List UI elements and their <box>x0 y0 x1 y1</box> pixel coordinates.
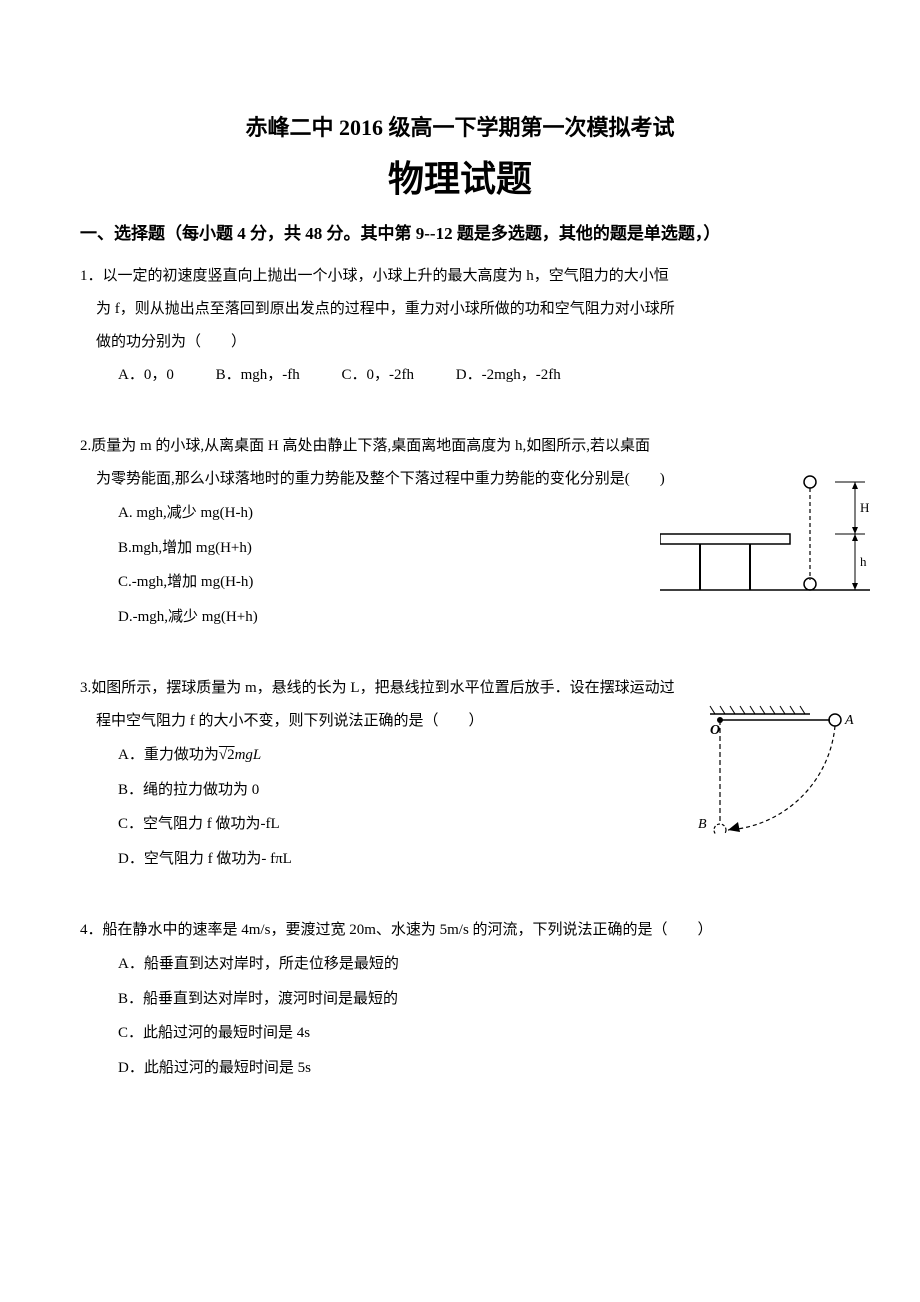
q2-number: 2. <box>80 438 91 454</box>
q4-text: 4．船在静水中的速率是 4m/s，要渡过宽 20m、水速为 5m/s 的河流，下… <box>80 914 840 947</box>
q1-option-c: C．0，-2fh <box>342 359 415 392</box>
q3-fig-label-O: O <box>710 723 720 738</box>
q1-line2: 为 f，则从抛出点至落回到原出发点的过程中，重力对小球所做的功和空气阻力对小球所 <box>80 293 840 326</box>
q3-number: 3. <box>80 680 91 696</box>
exam-subject: 物理试题 <box>80 150 840 202</box>
q1-options: A．0，0 B．mgh，-fh C．0，-2fh D．-2mgh，-2fh <box>80 359 840 392</box>
q3-option-d: D．空气阻力 f 做功为- fπL <box>118 842 840 877</box>
question-1: 1．以一定的初速度竖直向上抛出一个小球，小球上升的最大高度为 h，空气阻力的大小… <box>80 260 840 392</box>
q3-line1: 如图所示，摆球质量为 m，悬线的长为 L，把悬线拉到水平位置后放手．设在摆球运动… <box>91 680 674 696</box>
q2-option-d: D.-mgh,减少 mg(H+h) <box>118 600 840 635</box>
section-1-heading: 一、选择题（每小题 4 分，共 48 分。其中第 9--12 题是多选题，其他的… <box>132 218 840 250</box>
q1-option-b: B．mgh，-fh <box>216 359 300 392</box>
question-4: 4．船在静水中的速率是 4m/s，要渡过宽 20m、水速为 5m/s 的河流，下… <box>80 914 840 1085</box>
q1-text: 1．以一定的初速度竖直向上抛出一个小球，小球上升的最大高度为 h，空气阻力的大小… <box>80 260 840 293</box>
q1-number: 1． <box>80 268 103 284</box>
q1-option-d: D．-2mgh，-2fh <box>456 359 561 392</box>
q2-fig-label-h: h <box>860 554 867 569</box>
q2-text: 2.质量为 m 的小球,从离桌面 H 高处由静止下落,桌面离地面高度为 h,如图… <box>80 430 840 463</box>
q4-options: A．船垂直到达对岸时，所走位移是最短的 B．船垂直到达对岸时，渡河时间是最短的 … <box>80 947 840 1085</box>
q4-line1: 船在静水中的速率是 4m/s，要渡过宽 20m、水速为 5m/s 的河流，下列说… <box>103 922 713 938</box>
question-3: 3.如图所示，摆球质量为 m，悬线的长为 L，把悬线拉到水平位置后放手．设在摆球… <box>80 672 840 876</box>
q3-figure: O A B <box>690 704 860 834</box>
q3-fig-label-A: A <box>844 713 854 728</box>
q4-option-d: D．此船过河的最短时间是 5s <box>118 1051 840 1086</box>
q3-option-a-pre: A．重力做功为 <box>118 747 219 763</box>
q2-figure: H h <box>660 472 870 592</box>
q4-option-c: C．此船过河的最短时间是 4s <box>118 1016 840 1051</box>
q4-number: 4． <box>80 922 103 938</box>
q4-option-a: A．船垂直到达对岸时，所走位移是最短的 <box>118 947 840 982</box>
q1-line3: 做的功分别为（ ） <box>80 326 840 359</box>
question-2: 2.质量为 m 的小球,从离桌面 H 高处由静止下落,桌面离地面高度为 h,如图… <box>80 430 840 634</box>
q1-line1: 以一定的初速度竖直向上抛出一个小球，小球上升的最大高度为 h，空气阻力的大小恒 <box>103 268 669 284</box>
q2-line1: 质量为 m 的小球,从离桌面 H 高处由静止下落,桌面离地面高度为 h,如图所示… <box>91 438 650 454</box>
q3-fig-label-B: B <box>698 817 707 832</box>
exam-header: 赤峰二中 2016 级高一下学期第一次模拟考试 <box>80 110 840 142</box>
q2-fig-label-H: H <box>860 500 869 515</box>
q4-option-b: B．船垂直到达对岸时，渡河时间是最短的 <box>118 982 840 1017</box>
q3-text: 3.如图所示，摆球质量为 m，悬线的长为 L，把悬线拉到水平位置后放手．设在摆球… <box>80 672 840 705</box>
q1-option-a: A．0，0 <box>118 359 174 392</box>
